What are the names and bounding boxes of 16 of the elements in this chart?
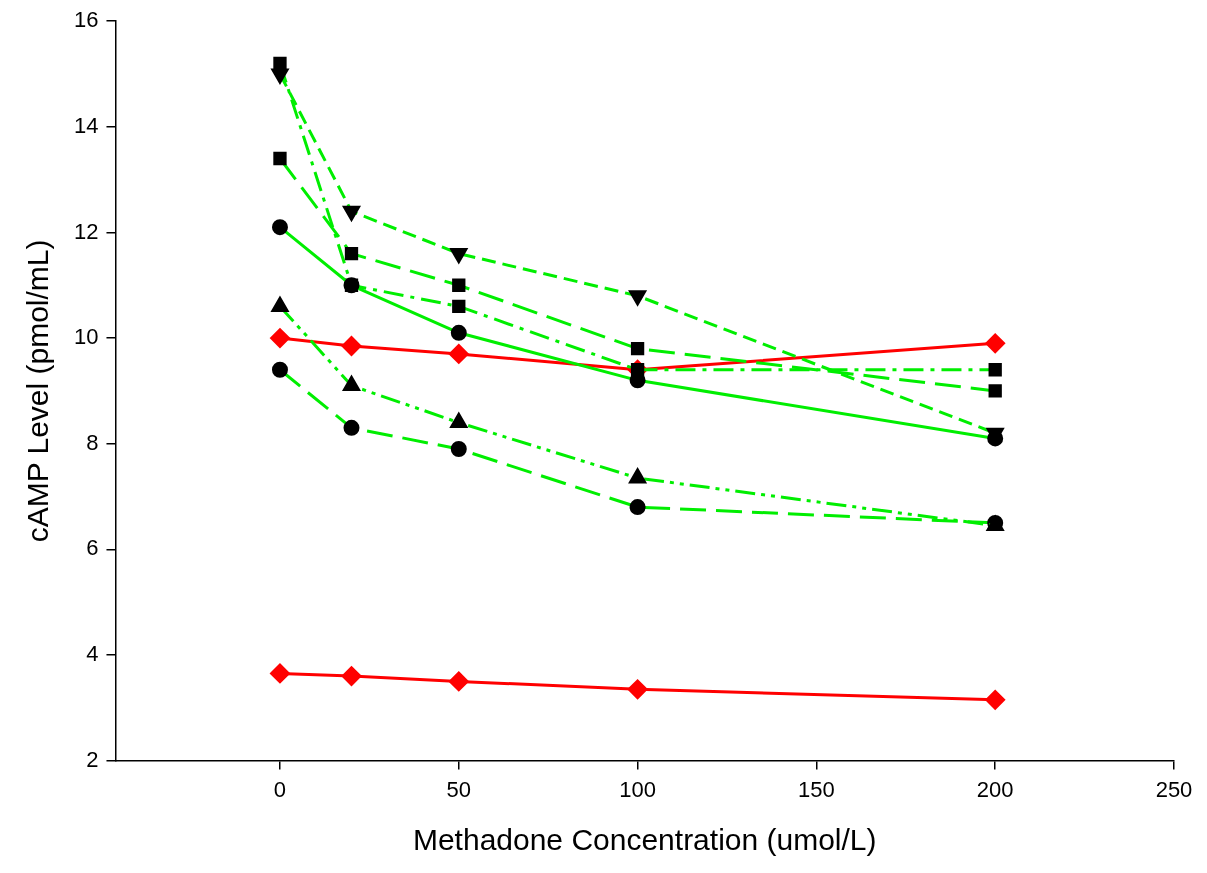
y-tick-label: 10	[73, 324, 99, 350]
y-tick-label: 14	[73, 112, 99, 138]
y-tick-label: 8	[86, 429, 99, 455]
y-tick-label: 12	[73, 218, 99, 244]
y-tick-label: 16	[73, 7, 99, 33]
x-axis-title: Methadone Concentration (umol/L)	[412, 823, 877, 857]
y-axis-title: cAMP Level (pmol/mL)	[21, 239, 55, 543]
x-tick-label: 200	[976, 776, 1014, 802]
y-tick-label: 4	[86, 641, 99, 667]
y-tick-label: 2	[86, 746, 99, 772]
x-tick-label: 100	[619, 776, 656, 802]
x-tick-label: 250	[1155, 776, 1193, 802]
x-tick-label: 150	[798, 776, 835, 802]
y-tick-label: 6	[86, 535, 99, 561]
x-tick-label: 0	[273, 776, 287, 802]
x-tick-label: 50	[446, 776, 472, 802]
